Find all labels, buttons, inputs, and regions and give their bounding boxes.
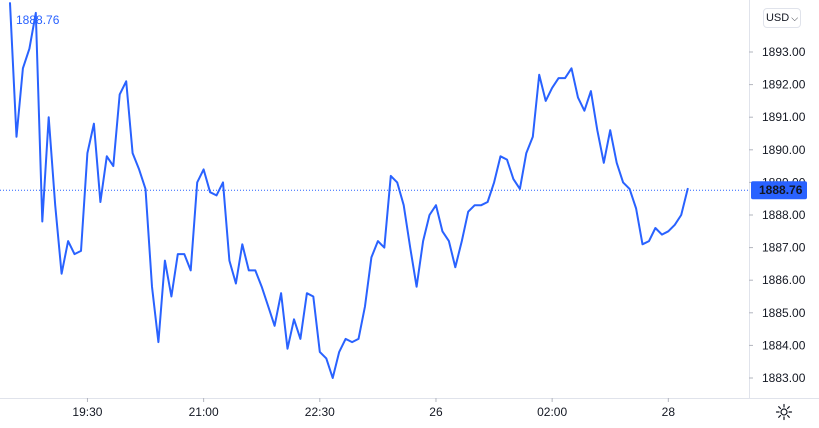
chevron-down-icon: ⌵ — [791, 12, 799, 23]
y-tick-label: 1888.00 — [762, 208, 806, 222]
currency-selector[interactable]: USD ⌵ — [763, 8, 801, 28]
time-scale[interactable]: 19:30 21:00 22:30 26 02:00 28 — [72, 398, 675, 419]
price-series-line[interactable] — [9, 2, 689, 379]
currency-label: USD — [765, 12, 790, 24]
settings-button[interactable] — [774, 402, 794, 422]
last-price-tag-bg — [751, 181, 807, 200]
last-price-label: 1888.76 — [759, 183, 803, 197]
price-scale[interactable]: 1883.00 1884.00 1885.00 1886.00 1887.00 1888.… — [749, 45, 806, 385]
y-tick-label: 1886.00 — [762, 273, 806, 287]
y-tick-label: 1884.00 — [762, 338, 806, 352]
y-tick-label: 1891.00 — [762, 110, 806, 124]
x-tick-label: 22:30 — [305, 405, 335, 419]
hover-value-label: 1888.76 — [16, 13, 60, 27]
last-price-tag: 1888.76 — [751, 181, 807, 200]
x-tick-label: 21:00 — [189, 405, 219, 419]
x-tick-label: 19:30 — [72, 405, 102, 419]
y-tick-label: 1883.00 — [762, 371, 806, 385]
gear-icon — [775, 403, 793, 421]
y-tick-label: 1885.00 — [762, 306, 806, 320]
x-tick-label: 02:00 — [537, 405, 567, 419]
y-tick-label: 1892.00 — [762, 78, 806, 92]
y-tick-label: 1893.00 — [762, 45, 806, 59]
y-tick-label: 1890.00 — [762, 143, 806, 157]
y-tick-label: 1887.00 — [762, 241, 806, 255]
x-tick-label: 26 — [429, 405, 443, 419]
x-tick-label: 28 — [662, 405, 676, 419]
